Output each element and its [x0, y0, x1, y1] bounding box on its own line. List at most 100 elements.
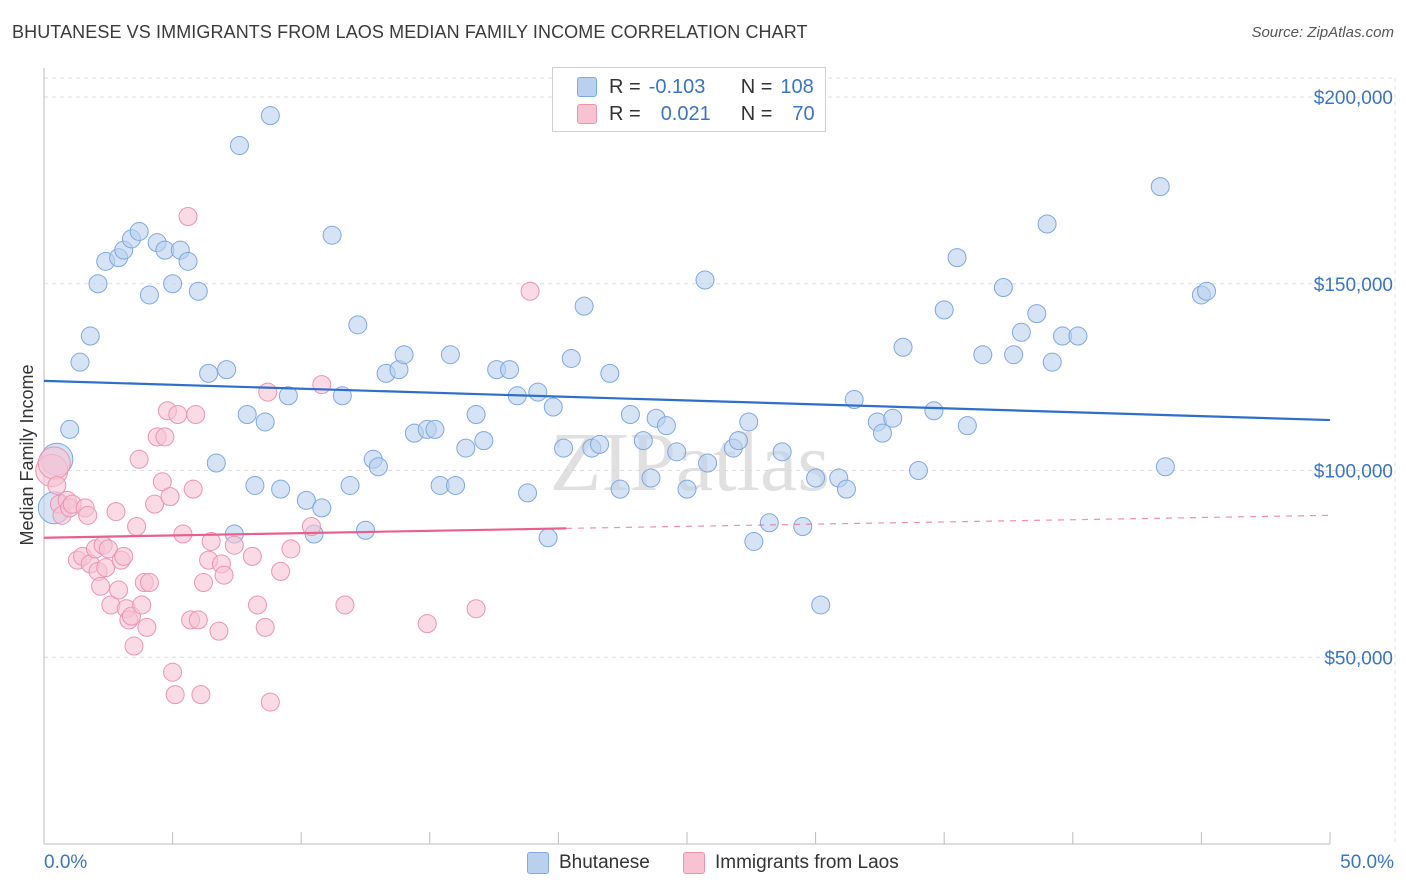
- bhutanese-point: [188, 281, 208, 301]
- bhutanese-point: [973, 345, 993, 365]
- y-tick-label: $100,000: [1314, 462, 1393, 483]
- laos-point: [129, 449, 149, 469]
- laos-point: [193, 573, 213, 593]
- bhutanese-point: [600, 363, 620, 383]
- bhutanese-point: [440, 345, 460, 365]
- bhutanese-point: [844, 390, 864, 410]
- bhutanese-point: [163, 274, 183, 294]
- bhutanese-point: [199, 363, 219, 383]
- bhutanese-point: [806, 468, 826, 488]
- laos-point: [183, 479, 203, 499]
- laos-point: [466, 599, 486, 619]
- bhutanese-point: [356, 520, 375, 540]
- bhutanese-point: [446, 475, 466, 495]
- laos-point: [155, 427, 175, 447]
- laos-point: [152, 472, 172, 492]
- bhutanese-point: [883, 408, 903, 428]
- series-immigrants-from-laos: [35, 207, 540, 712]
- laos-point: [417, 614, 437, 634]
- bhutanese-point: [641, 468, 661, 488]
- bhutanese-point: [368, 457, 388, 477]
- trend-line-laos-extension: [566, 514, 1331, 529]
- laos-point: [258, 382, 278, 402]
- bhutanese-point: [1011, 322, 1031, 342]
- laos-point: [209, 621, 229, 641]
- bhutanese-point: [908, 461, 928, 480]
- bhutanese-point: [728, 431, 748, 451]
- laos-point: [168, 404, 188, 424]
- laos-point: [260, 692, 280, 712]
- bhutanese-point: [1155, 457, 1175, 477]
- bhutanese-point: [474, 431, 494, 451]
- bhutanese-point: [772, 442, 792, 462]
- n-label: N =: [740, 102, 773, 125]
- laos-point: [106, 502, 126, 522]
- bhutanese-point: [394, 345, 414, 365]
- bhutanese-point: [538, 528, 558, 548]
- bhutanese-point: [1068, 326, 1088, 346]
- bhutanese-point: [312, 498, 332, 518]
- bhutanese-point: [129, 221, 149, 241]
- bhutanese-point: [332, 386, 352, 406]
- laos-point: [301, 517, 321, 537]
- laos-point: [335, 595, 355, 615]
- laos-point: [201, 531, 221, 551]
- trend-lines: [43, 379, 1331, 539]
- n-value: 108: [780, 75, 814, 98]
- laos-point: [520, 281, 540, 301]
- x-tick-min: 0.0%: [44, 852, 88, 873]
- bhutanese-point: [466, 404, 486, 424]
- legend-row-laos: R = 0.021 N = 70: [577, 101, 815, 127]
- laos-point: [312, 375, 332, 395]
- laos-point: [224, 535, 244, 555]
- bhutanese-point: [561, 348, 581, 368]
- r-value: 0.021: [660, 102, 711, 125]
- laos-point: [188, 610, 208, 630]
- legend-row-bhutanese: R = -0.103 N = 108: [577, 74, 814, 100]
- laos-point: [96, 558, 116, 578]
- laos-point: [173, 524, 193, 544]
- n-value: 70: [792, 102, 815, 125]
- trend-line-bhutanese: [43, 379, 1331, 422]
- bhutanese-point: [1004, 345, 1024, 365]
- laos-point: [191, 685, 211, 705]
- laos-point: [132, 595, 152, 615]
- pink-swatch: [683, 852, 705, 874]
- laos-point: [163, 662, 183, 682]
- y-axis-label: Median Family Income: [17, 364, 37, 545]
- bhutanese-point: [947, 248, 967, 268]
- bhutanese-point: [759, 513, 779, 533]
- bhutanese-point: [934, 300, 954, 320]
- source-label: Source: ZipAtlas.com: [1251, 24, 1394, 41]
- laos-point: [165, 685, 185, 705]
- bhutanese-point: [695, 270, 715, 290]
- bhutanese-point: [348, 315, 368, 335]
- bhutanese-point: [1027, 304, 1047, 324]
- laos-point: [114, 546, 134, 566]
- y-tick-labels: $50,000 $100,000 $150,000 $200,000: [1314, 88, 1393, 669]
- laos-point: [78, 505, 98, 525]
- y-tick-label: $50,000: [1324, 648, 1393, 669]
- bhutanese-point: [993, 277, 1013, 297]
- laos-point: [247, 595, 267, 615]
- bhutanese-point: [744, 531, 764, 551]
- bhutanese-point: [677, 479, 697, 499]
- bhutanese-point: [70, 352, 90, 372]
- bhutanese-point: [500, 360, 520, 380]
- bhutanese-point: [620, 404, 640, 424]
- bhutanese-point: [1042, 352, 1062, 372]
- bhutanese-point: [667, 442, 687, 462]
- laos-point: [255, 617, 275, 637]
- legend-item-bhutanese: Bhutanese: [527, 852, 650, 874]
- bhutanese-point: [340, 475, 360, 495]
- bhutanese-point: [217, 360, 237, 380]
- bhutanese-point: [656, 416, 676, 436]
- bhutanese-point: [836, 479, 856, 499]
- laos-point: [214, 565, 234, 585]
- bhutanese-point: [528, 382, 548, 402]
- legend-item-laos: Immigrants from Laos: [683, 852, 899, 874]
- laos-point: [109, 580, 129, 600]
- correlation-legend: R = -0.103 N = 108 R = 0.021 N = 70: [552, 67, 826, 132]
- laos-point: [271, 561, 291, 581]
